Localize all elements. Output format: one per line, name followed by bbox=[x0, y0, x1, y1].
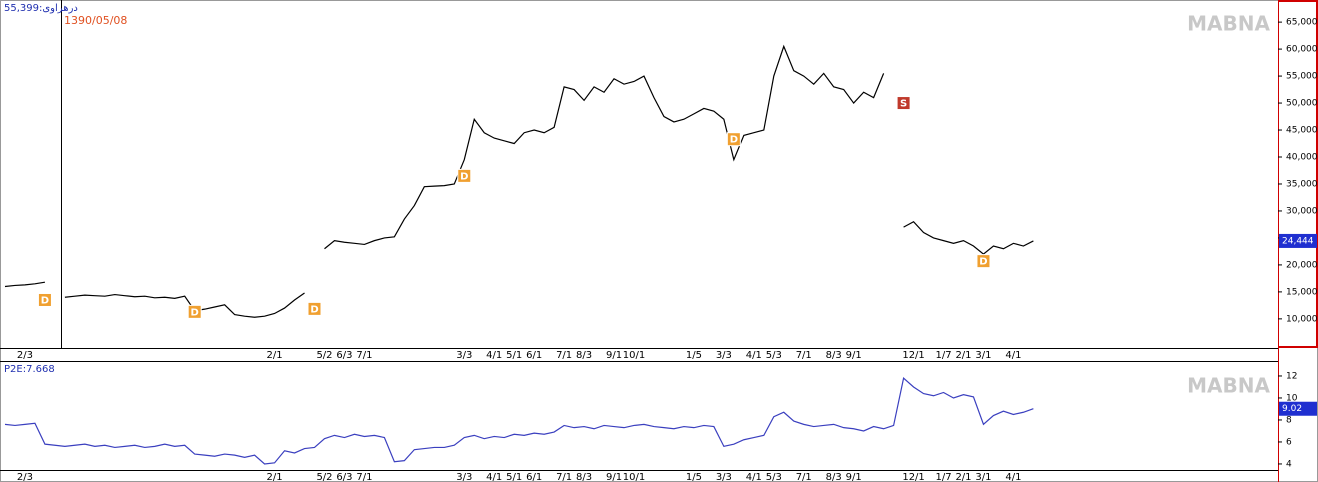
x-tick-label: 7/1 bbox=[356, 350, 372, 361]
watermark: MABNA bbox=[1187, 374, 1270, 398]
x-tick-label: 12/1 bbox=[902, 350, 924, 361]
signal-label: D bbox=[310, 304, 318, 315]
y-tick-label: 15,000 bbox=[1286, 287, 1318, 297]
x-tick-label: 7/1 bbox=[556, 350, 572, 361]
signal-label: D bbox=[979, 257, 987, 268]
y-tick-label: 20,000 bbox=[1286, 260, 1318, 270]
x-tick-label: 8/3 bbox=[576, 350, 592, 361]
x-tick-label: 3/3 bbox=[716, 350, 732, 361]
x-tick-label: 2/1 bbox=[267, 350, 283, 361]
x-tick-label: 1/5 bbox=[686, 472, 702, 482]
y-tick-label: 65,000 bbox=[1286, 18, 1318, 28]
x-tick-label: 8/3 bbox=[576, 472, 592, 482]
x-tick-label: 5/2 bbox=[316, 472, 332, 482]
x-tick-label: 5/3 bbox=[766, 472, 782, 482]
signal-marker bbox=[307, 301, 322, 316]
x-tick-label: 4/1 bbox=[1005, 472, 1021, 482]
x-tick-label: 9/1 bbox=[846, 472, 862, 482]
signal-marker bbox=[187, 304, 202, 319]
y-tick-label: 40,000 bbox=[1286, 153, 1318, 163]
x-tick-label: 7/1 bbox=[556, 472, 572, 482]
last-value-box bbox=[1279, 233, 1317, 248]
x-tick-label: 2/1 bbox=[267, 472, 283, 482]
y-tick-label: 10,000 bbox=[1286, 314, 1318, 324]
x-tick-label: 4/1 bbox=[746, 472, 762, 482]
signal-marker bbox=[896, 96, 911, 111]
y-tick-label: 60,000 bbox=[1286, 45, 1318, 55]
y-tick-label: 50,000 bbox=[1286, 99, 1318, 109]
indicator-title: P2E:7.668 bbox=[4, 364, 55, 375]
x-tick-label: 6/3 bbox=[336, 350, 352, 361]
series-line bbox=[4, 44, 1034, 318]
y-tick-label: 12 bbox=[1286, 371, 1297, 381]
series-line bbox=[4, 377, 1034, 465]
x-tick-label: 3/3 bbox=[456, 350, 472, 361]
y-tick-label: 10 bbox=[1286, 393, 1298, 403]
x-tick-label: 9/1 bbox=[606, 472, 622, 482]
signal-marker bbox=[37, 292, 52, 307]
x-tick-label: 2/3 bbox=[17, 472, 33, 482]
signal-label: S bbox=[900, 99, 907, 110]
signal-label: D bbox=[460, 171, 468, 182]
watermark: MABNA bbox=[1187, 12, 1270, 36]
x-tick-label: 2/3 bbox=[17, 350, 33, 361]
y-tick-label: 45,000 bbox=[1286, 126, 1318, 136]
signal-marker bbox=[976, 254, 991, 269]
x-tick-label: 7/1 bbox=[356, 472, 372, 482]
cursor-date: 1390/05/08 bbox=[64, 14, 127, 27]
y-tick-label: 35,000 bbox=[1286, 179, 1318, 189]
x-tick-label: 5/3 bbox=[766, 350, 782, 361]
signal-marker bbox=[726, 132, 741, 147]
x-tick-label: 8/3 bbox=[826, 472, 842, 482]
y-tick-label: 30,000 bbox=[1286, 206, 1318, 216]
y-tick-label: 4 bbox=[1286, 459, 1292, 469]
x-tick-label: 6/1 bbox=[526, 350, 542, 361]
signal-label: D bbox=[191, 307, 199, 318]
x-tick-label: 6/1 bbox=[526, 472, 542, 482]
x-tick-label: 3/1 bbox=[975, 350, 991, 361]
x-tick-label: 10/1 bbox=[623, 350, 645, 361]
x-tick-label: 9/1 bbox=[846, 350, 862, 361]
y-tick-label: 6 bbox=[1286, 437, 1292, 447]
x-tick-label: 4/1 bbox=[746, 350, 762, 361]
x-tick-label: 5/2 bbox=[316, 350, 332, 361]
last-value-label: 24,444 bbox=[1282, 236, 1314, 246]
info-text: 55,399:درهراوی bbox=[4, 3, 78, 14]
x-tick-label: 2/1 bbox=[955, 350, 971, 361]
last-value-label: 9.02 bbox=[1282, 404, 1302, 414]
x-tick-label: 2/1 bbox=[955, 472, 971, 482]
x-tick-label: 4/1 bbox=[1005, 350, 1021, 361]
x-tick-label: 1/7 bbox=[935, 350, 951, 361]
x-tick-label: 4/1 bbox=[486, 350, 502, 361]
x-tick-label: 1/7 bbox=[935, 472, 951, 482]
signal-marker bbox=[457, 168, 472, 183]
y-tick-label: 55,000 bbox=[1286, 72, 1318, 82]
x-tick-label: 3/3 bbox=[716, 472, 732, 482]
x-tick-label: 7/1 bbox=[796, 472, 812, 482]
x-tick-label: 3/3 bbox=[456, 472, 472, 482]
signal-label: D bbox=[41, 295, 49, 306]
x-tick-label: 6/3 bbox=[336, 472, 352, 482]
x-tick-label: 9/1 bbox=[606, 350, 622, 361]
x-tick-label: 10/1 bbox=[623, 472, 645, 482]
x-tick-label: 3/1 bbox=[975, 472, 991, 482]
signal-label: D bbox=[730, 135, 738, 146]
x-tick-label: 5/1 bbox=[506, 472, 522, 482]
x-tick-label: 12/1 bbox=[902, 472, 924, 482]
x-tick-label: 1/5 bbox=[686, 350, 702, 361]
x-tick-label: 4/1 bbox=[486, 472, 502, 482]
x-tick-label: 7/1 bbox=[796, 350, 812, 361]
last-value-box bbox=[1279, 401, 1317, 416]
x-tick-label: 5/1 bbox=[506, 350, 522, 361]
x-tick-label: 8/3 bbox=[826, 350, 842, 361]
y-tick-label: 8 bbox=[1286, 415, 1292, 425]
